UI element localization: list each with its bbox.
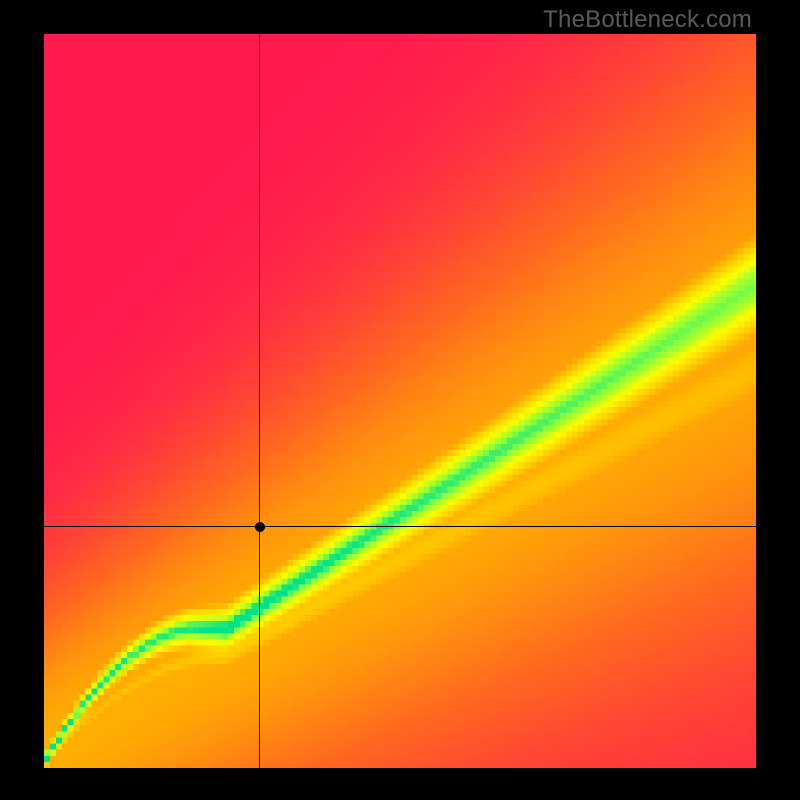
heatmap-canvas (44, 34, 756, 768)
crosshair-vertical (259, 34, 260, 768)
chart-container: TheBottleneck.com (0, 0, 800, 800)
watermark-text: TheBottleneck.com (543, 6, 752, 34)
plot-frame (44, 34, 756, 768)
crosshair-horizontal (44, 526, 756, 527)
marker-point (255, 522, 265, 532)
